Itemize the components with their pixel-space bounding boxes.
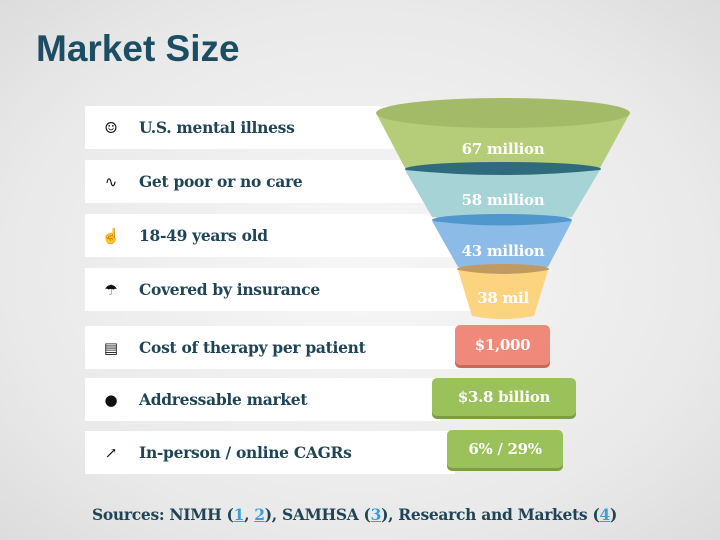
- row-insurance: ☂ Covered by insurance: [85, 268, 475, 311]
- row-label: U.S. mental illness: [139, 118, 295, 137]
- person-icon: ☺: [104, 118, 118, 137]
- funnel-layer-2: [405, 170, 600, 223]
- receipt-icon: ▤: [103, 338, 119, 357]
- row-cagr: ↗ In-person / online CAGRs: [85, 431, 455, 474]
- funnel-layer-1: [376, 113, 630, 175]
- market-badge: $3.8 billion: [432, 378, 576, 416]
- touch-hand-icon: ☝: [101, 226, 121, 245]
- row-age: ☝ 18-49 years old: [85, 214, 460, 257]
- funnel-rim-3: [432, 214, 572, 226]
- growth-chart-icon: ↗: [104, 443, 118, 462]
- source-link-3[interactable]: 3: [370, 505, 382, 524]
- heartbeat-icon: ∿: [104, 172, 118, 191]
- umbrella-icon: ☂: [104, 280, 118, 299]
- row-label: Addressable market: [139, 390, 308, 409]
- funnel-layer-4: [458, 270, 548, 319]
- funnel-value-1: 67 million: [461, 140, 545, 158]
- funnel-value-2: 58 million: [461, 191, 545, 209]
- row-label: Cost of therapy per patient: [139, 338, 366, 357]
- row-poor-care: ∿ Get poor or no care: [85, 160, 435, 203]
- row-cost: ▤ Cost of therapy per patient: [85, 326, 460, 369]
- funnel-rim-2: [405, 162, 601, 176]
- sources: Sources: NIMH (1, 2), SAMHSA (3), Resear…: [92, 505, 617, 524]
- source-link-1[interactable]: 1: [233, 505, 245, 524]
- sources-text: ): [609, 505, 618, 524]
- row-label: Get poor or no care: [139, 172, 303, 191]
- row-label: In-person / online CAGRs: [139, 443, 352, 462]
- funnel-top: [376, 98, 630, 128]
- row-label: 18-49 years old: [139, 226, 268, 245]
- row-us-mental-illness: ☺ U.S. mental illness: [85, 106, 415, 149]
- cost-badge: $1,000: [455, 325, 550, 365]
- sources-text: ), SAMHSA (: [264, 505, 371, 524]
- row-market: ● Addressable market: [85, 378, 440, 421]
- page-title: Market Size: [36, 28, 240, 69]
- sources-text: Sources: NIMH (: [92, 505, 234, 524]
- sources-text: ), Research and Markets (: [381, 505, 600, 524]
- funnel-value-3: 43 million: [461, 242, 545, 260]
- source-link-4[interactable]: 4: [599, 505, 610, 524]
- sources-text: ,: [244, 505, 255, 524]
- cagr-badge: 6% / 29%: [447, 430, 563, 468]
- source-link-2[interactable]: 2: [254, 505, 265, 524]
- funnel-layer-3: [432, 221, 572, 272]
- piggy-bank-icon: ●: [104, 390, 118, 409]
- row-label: Covered by insurance: [139, 280, 320, 299]
- funnel-value-4: 38 mil: [477, 289, 529, 307]
- funnel-rim-4: [457, 264, 549, 274]
